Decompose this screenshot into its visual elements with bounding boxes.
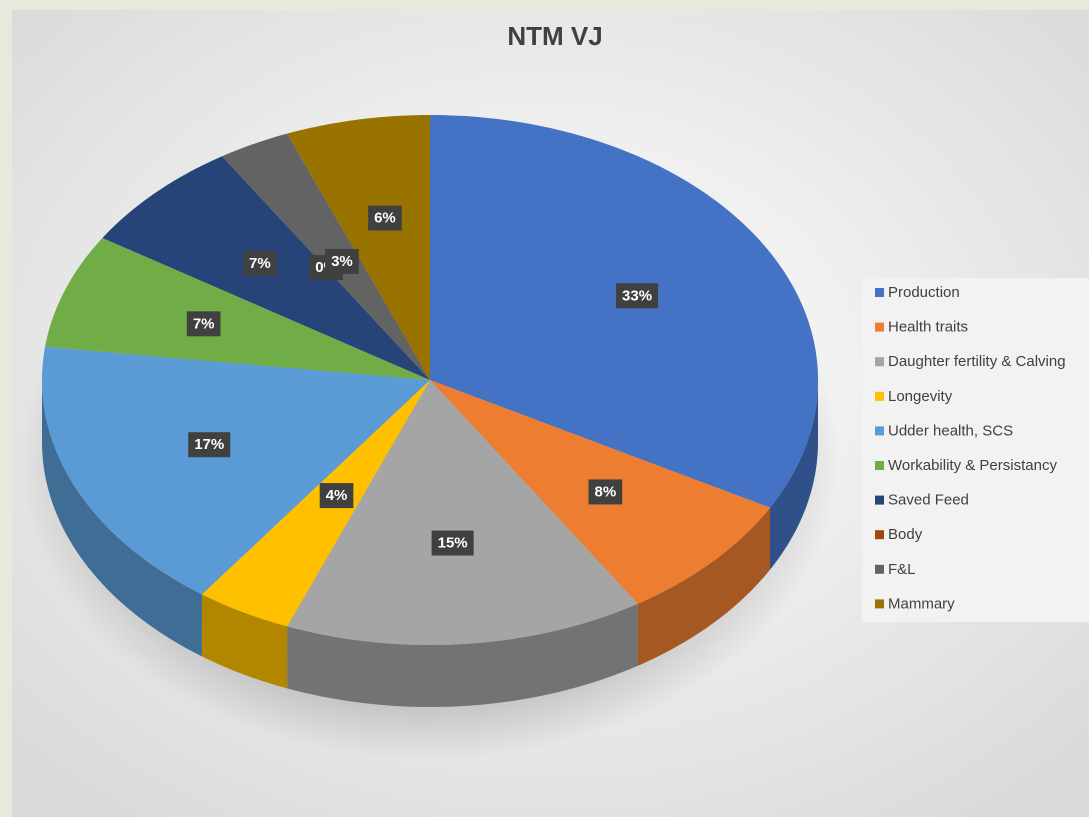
data-label: 6% (374, 210, 396, 227)
data-label: 3% (331, 253, 353, 270)
data-label-box (325, 248, 359, 274)
legend-label: Production (888, 284, 960, 301)
data-label-group: 17% (188, 432, 231, 458)
data-label-box (243, 250, 277, 276)
legend-label: Mammary (888, 595, 955, 612)
slice (287, 115, 430, 380)
legend-swatch (875, 461, 884, 470)
data-label-box (368, 205, 402, 231)
legend-label: Health traits (888, 319, 968, 336)
legend-swatch (875, 322, 884, 332)
data-label-box (431, 530, 474, 556)
data-label-box (319, 483, 354, 509)
legend-swatch (875, 357, 884, 367)
slice-side (287, 603, 638, 707)
slice-side (770, 380, 818, 570)
data-label: 4% (326, 487, 348, 504)
legend-label: Saved Feed (888, 492, 969, 509)
legend-swatch (875, 391, 884, 401)
legend-label: Udder health, SCS (888, 422, 1013, 439)
slice-side (637, 507, 771, 666)
chart-title: NTM VJ (507, 21, 602, 51)
data-label-box (616, 283, 659, 309)
slice (430, 115, 818, 508)
data-label-box (188, 432, 231, 458)
data-label: 7% (193, 315, 215, 332)
data-label-group: 15% (431, 530, 474, 556)
slice-side (42, 380, 202, 657)
legend-label: F&L (888, 561, 916, 578)
legend-swatch (875, 530, 884, 540)
data-label-group: 6% (368, 205, 402, 231)
data-label-box (186, 311, 221, 337)
data-label: 15% (438, 535, 468, 552)
legend-swatch (875, 495, 884, 505)
legend-label: Body (888, 526, 923, 543)
slice (201, 380, 430, 627)
data-label: 17% (194, 436, 224, 453)
legend-swatch (875, 599, 884, 609)
slice (45, 238, 430, 380)
slice (287, 380, 638, 645)
data-label: 7% (249, 255, 271, 272)
data-label-group: 7% (186, 311, 221, 337)
legend-swatch (875, 426, 884, 436)
data-label-group: 4% (319, 483, 354, 509)
legend-box (862, 278, 1089, 622)
data-label: 33% (622, 287, 652, 304)
legend-label: Daughter fertility & Calving (888, 353, 1066, 370)
data-label-group: 8% (588, 479, 623, 505)
data-label-group: 33% (616, 283, 659, 309)
data-label-box (588, 479, 623, 505)
legend-label: Workability & Persistancy (888, 457, 1057, 474)
data-label-group: 3% (325, 248, 359, 274)
legend-label: Longevity (888, 388, 953, 405)
data-label-group: 7% (243, 250, 277, 276)
data-label: 8% (595, 483, 617, 500)
legend-swatch (875, 288, 884, 297)
legend-swatch (875, 564, 884, 574)
slice (42, 346, 430, 595)
slice-side (201, 594, 288, 689)
